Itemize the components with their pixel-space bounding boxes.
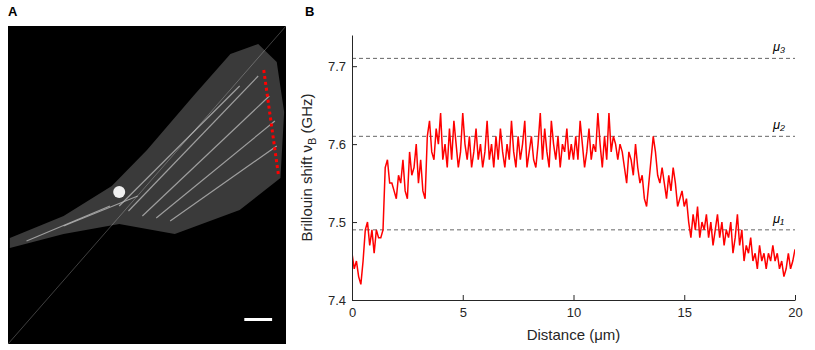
x-tick-mark	[795, 295, 796, 300]
reference-label: μ₁	[772, 211, 784, 226]
nucleus-spot	[113, 186, 125, 198]
y-tick: 7.4	[328, 293, 357, 308]
y-tick-mark	[352, 222, 357, 223]
x-tick-mark	[684, 295, 685, 300]
cell-fiber	[128, 76, 258, 211]
x-tick-mark	[574, 295, 575, 300]
x-tick: 5	[460, 295, 467, 320]
reference-lines	[352, 58, 795, 229]
x-tick-label: 5	[460, 305, 467, 320]
x-axis: 0 5 10 15 20	[349, 295, 803, 320]
y-tick-mark	[352, 66, 357, 67]
reference-line	[352, 58, 795, 59]
y-axis-line	[352, 36, 353, 301]
y-tick: 7.7	[328, 59, 357, 74]
x-tick-mark	[463, 295, 464, 300]
y-tick: 7.5	[328, 215, 357, 230]
x-tick: 20	[788, 295, 802, 320]
y-tick: 7.6	[328, 137, 357, 152]
y-axis-title-part: Brillouin shift ν	[298, 145, 315, 242]
y-tick-mark	[352, 300, 357, 301]
x-tick-label: 15	[678, 305, 692, 320]
y-tick-label: 7.7	[328, 59, 346, 74]
x-axis-title: Distance (μm)	[527, 326, 621, 343]
reference-label: μ₃	[772, 39, 785, 54]
y-tick-label: 7.5	[328, 215, 346, 230]
cell-body	[10, 44, 284, 248]
y-axis: 7.4 7.5 7.6 7.7	[328, 36, 357, 308]
reference-label: μ₂	[772, 117, 785, 132]
panel-label: A	[8, 4, 18, 19]
data-line	[352, 113, 795, 284]
figure: A B 0 5 10 15 20 7.4 7.5 7.6 7.7 Distance (μm) Brill…	[0, 0, 815, 350]
x-tick: 10	[567, 295, 581, 320]
panel-label: B	[305, 4, 314, 19]
image-panel	[8, 26, 286, 344]
image-background	[8, 26, 286, 344]
cell-fiber	[119, 86, 239, 206]
plot-area	[352, 113, 795, 284]
cell-fiber	[170, 146, 277, 221]
x-tick-label: 10	[567, 305, 581, 320]
y-tick-label: 7.6	[328, 137, 346, 152]
figure-svg: A B 0 5 10 15 20 7.4 7.5 7.6 7.7 Distance (μm) Brill…	[0, 0, 815, 350]
reference-line	[352, 136, 795, 137]
y-tick-mark	[352, 144, 357, 145]
x-axis-line	[353, 300, 796, 301]
image-diagonal	[8, 26, 286, 344]
x-tick-label: 20	[788, 305, 802, 320]
y-tick-label: 7.4	[328, 293, 346, 308]
cell-fiber	[64, 196, 138, 226]
cell-fiber	[156, 121, 275, 218]
cell-fiber	[142, 96, 269, 216]
y-axis-title-part: B	[306, 138, 318, 145]
scan-line	[264, 70, 279, 176]
x-tick-label: 0	[349, 305, 356, 320]
cell-fiber	[27, 206, 110, 241]
scale-bar	[244, 318, 272, 321]
x-tick: 15	[678, 295, 692, 320]
y-axis-title-part: (GHz)	[298, 93, 315, 137]
y-axis-title: Brillouin shift νB (GHz)	[298, 93, 318, 241]
reference-line	[352, 229, 795, 230]
